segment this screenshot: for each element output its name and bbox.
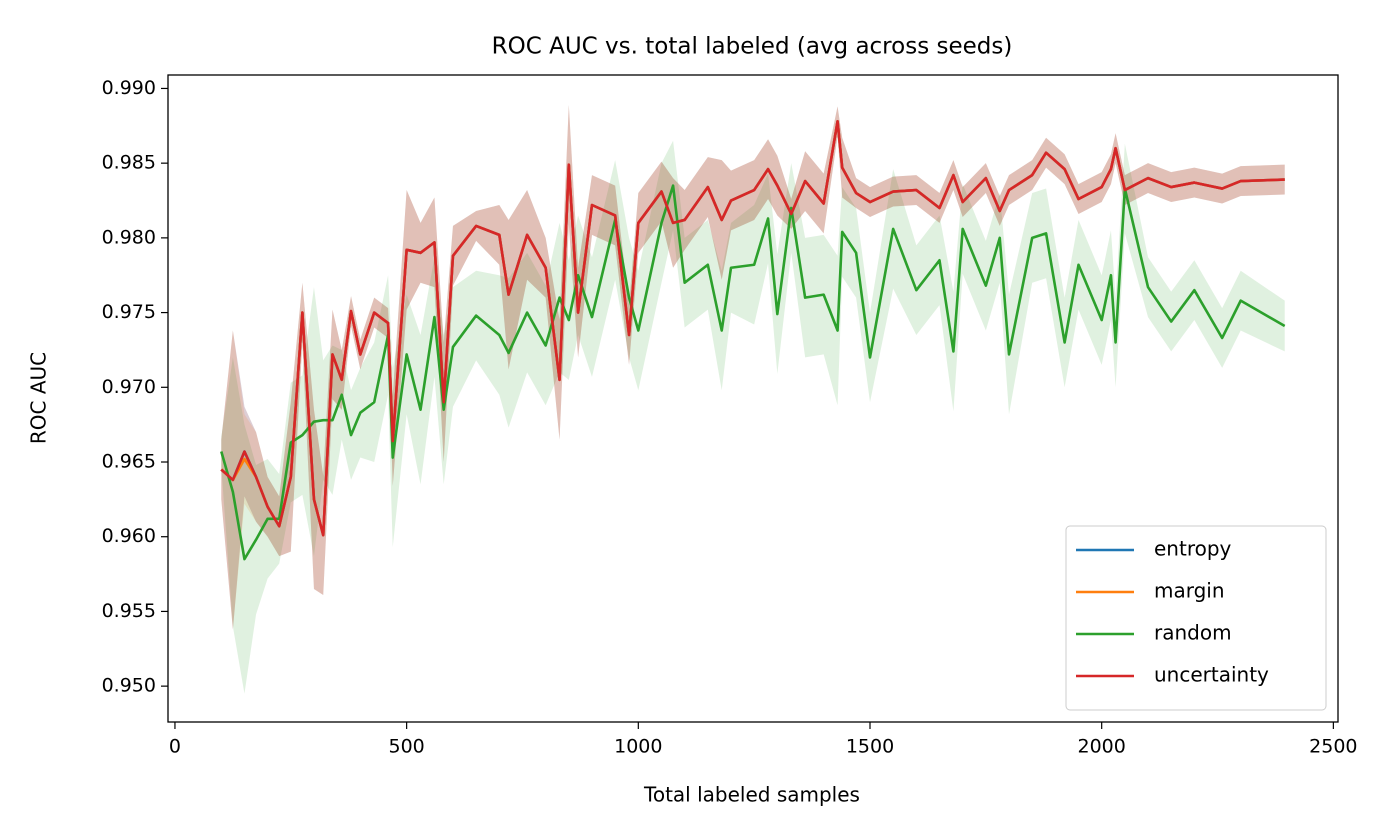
x-tick-label: 500 xyxy=(389,736,425,758)
plot-frame xyxy=(167,74,1339,723)
x-tick-label: 1000 xyxy=(614,736,662,758)
y-tick-label: 0.990 xyxy=(102,77,156,99)
y-tick-label: 0.980 xyxy=(102,226,156,248)
confidence-band xyxy=(221,104,1285,630)
x-axis-label: Total labeled samples xyxy=(643,783,860,807)
chart-title: ROC AUC vs. total labeled (avg across se… xyxy=(492,34,1013,60)
series-line xyxy=(220,184,1286,561)
series-line xyxy=(220,120,1285,537)
plot-area xyxy=(220,104,1286,694)
x-tick-label: 0 xyxy=(169,736,181,758)
y-axis-label: ROC AUC xyxy=(27,352,51,444)
legend-label: entropy xyxy=(1154,537,1232,561)
legend-label: uncertainty xyxy=(1154,663,1269,687)
confidence-band xyxy=(221,104,1285,630)
y-tick-label: 0.965 xyxy=(102,451,156,473)
y-tick-label: 0.985 xyxy=(102,152,156,174)
confidence-band xyxy=(221,104,1285,630)
y-tick-label: 0.960 xyxy=(102,525,156,547)
legend-label: random xyxy=(1154,621,1232,645)
x-tick-label: 2000 xyxy=(1078,736,1126,758)
x-tick-label: 1500 xyxy=(846,736,894,758)
y-tick-label: 0.955 xyxy=(102,600,156,622)
y-tick-label: 0.950 xyxy=(102,675,156,697)
confidence-band xyxy=(221,140,1285,694)
y-tick-label: 0.975 xyxy=(102,301,156,323)
legend-box xyxy=(1065,525,1327,711)
legend-label: margin xyxy=(1154,579,1225,603)
x-tick-label: 2500 xyxy=(1309,736,1357,758)
y-tick-label: 0.970 xyxy=(102,376,156,398)
